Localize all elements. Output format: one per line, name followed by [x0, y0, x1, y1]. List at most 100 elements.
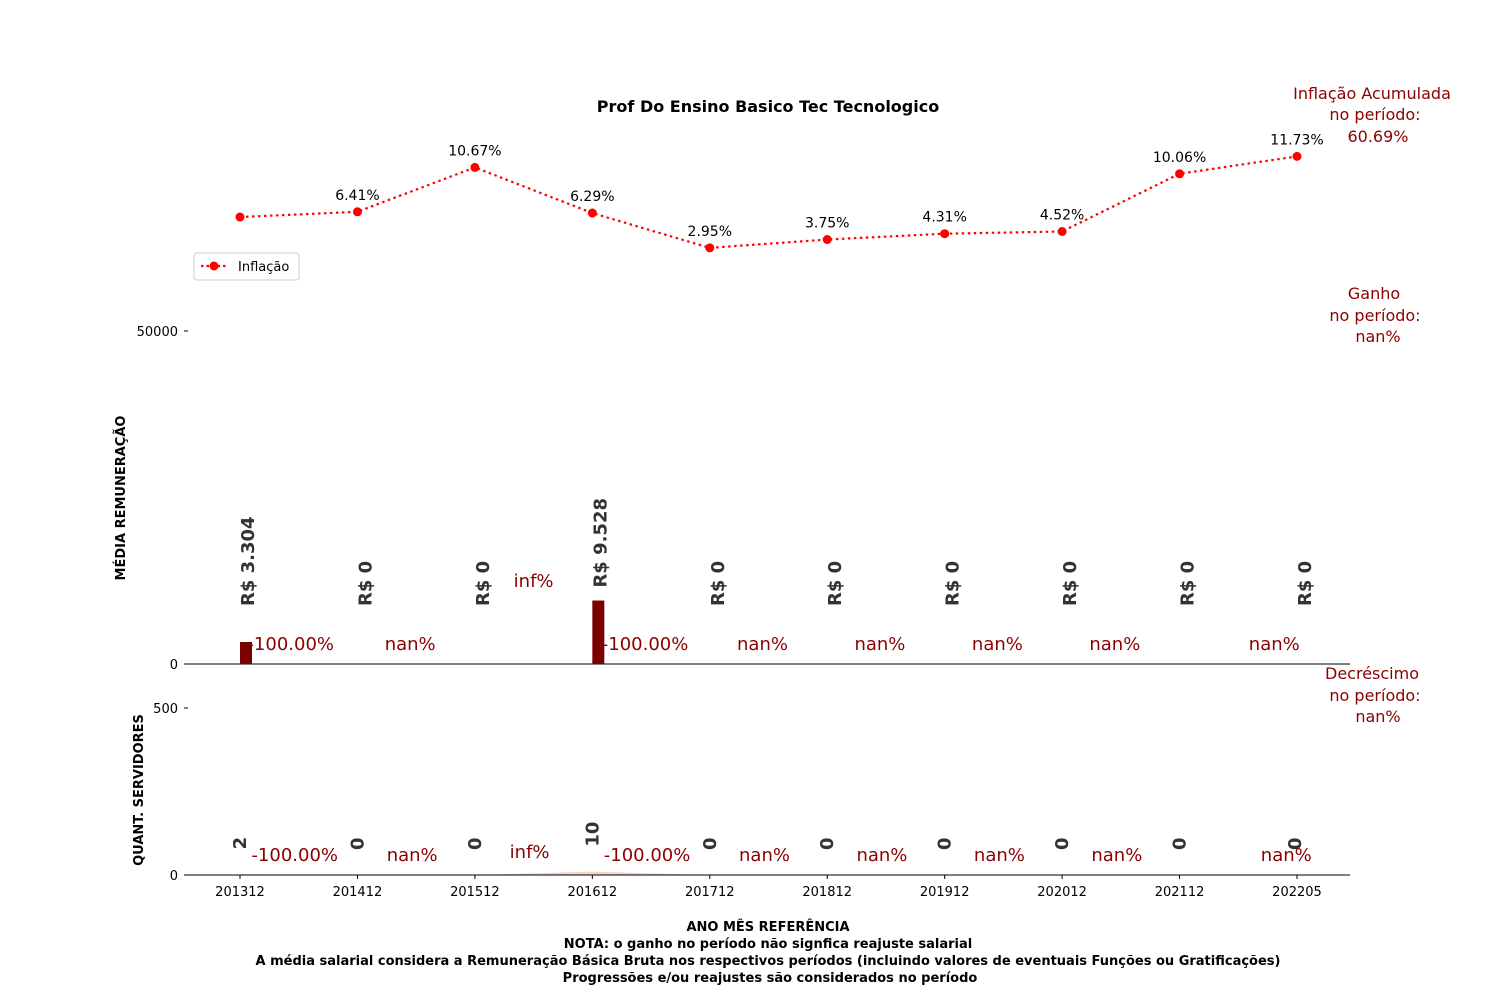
inflation-data-label: 3.75%	[805, 216, 849, 232]
salary-value-label: R$ 0	[943, 561, 964, 606]
inflation-point	[1057, 227, 1067, 237]
salary-value-label: R$ 0	[473, 561, 494, 606]
salary-pct-change-label: nan%	[1089, 634, 1140, 655]
salary-bar	[592, 600, 605, 664]
salary-pct-change-label: -100.00%	[602, 634, 689, 655]
summary-inflation: Inflação Acumulada no período: 60.69%	[1293, 84, 1451, 146]
salary-pct-change-label: nan%	[854, 634, 905, 655]
x-tick-label: 201912	[920, 885, 970, 900]
staff-pct-change-label: nan%	[1091, 845, 1142, 866]
x-tick-label: 201412	[333, 885, 383, 900]
x-tick-label: 201612	[568, 885, 618, 900]
salary-value-label: R$ 0	[1060, 561, 1081, 606]
staff-value-label: 0	[347, 837, 368, 850]
staff-area-chart: 0 500 2 0 0 10 0 0 0 0 0 0 -100.00% nan% inf% -100.00% n…	[153, 702, 1312, 884]
x-axis-label: ANO MÊS REFERÊNCIA	[686, 919, 849, 935]
legend-frame	[193, 252, 300, 281]
inflation-point	[470, 162, 480, 172]
salary-pct-change-label: nan%	[737, 634, 788, 655]
summary-inflation-line-2: no período:	[1329, 105, 1420, 124]
salary-pct-change-label: inf%	[514, 571, 554, 592]
staff-value-label: 0	[465, 837, 486, 850]
salary-y-tick-label: 50000	[137, 325, 178, 340]
inflation-data-label: 10.06%	[1153, 150, 1206, 166]
inflation-point	[1175, 169, 1185, 179]
staff-pct-change-label: nan%	[1261, 845, 1312, 866]
inflation-data-label: 11.73%	[1270, 132, 1323, 148]
note-line-3: Progressões e/ou reajustes são considera…	[563, 971, 978, 986]
inflation-legend: Inflação	[193, 252, 300, 281]
summary-decrease-line-3: nan%	[1355, 707, 1400, 726]
x-tick-label: 201312	[215, 885, 265, 900]
staff-area	[240, 871, 1297, 875]
note-line-1: NOTA: o ganho no período não signfica re…	[564, 937, 972, 952]
staff-pct-change-label: nan%	[387, 845, 438, 866]
salary-value-label: R$ 0	[1295, 561, 1316, 606]
inflation-data-label: 10.67%	[448, 143, 501, 159]
inflation-point	[705, 243, 715, 253]
salary-pct-change-label: nan%	[1249, 634, 1300, 655]
inflation-point	[587, 208, 597, 218]
salary-pct-change-label: nan%	[972, 634, 1023, 655]
salary-value-label: R$ 0	[825, 561, 846, 606]
legend-label: Inflação	[238, 260, 289, 275]
x-tick-label: 201812	[802, 885, 852, 900]
salary-bar-chart: 0 50000 R$ 3.304 R$ 0 R$ 0 R$ 9.528 R$ 0 R$ 0 R$…	[137, 325, 1350, 673]
staff-value-label: 2	[230, 837, 251, 850]
staff-pct-change-label: nan%	[739, 845, 790, 866]
note-line-2: A média salarial considera a Remuneração…	[256, 954, 1281, 969]
staff-value-label: 0	[1170, 837, 1191, 850]
staff-value-label: 0	[700, 837, 721, 850]
inflation-data-label: 4.52%	[1040, 208, 1084, 224]
x-tick-label: 202205	[1272, 885, 1322, 900]
staff-pct-change-label: -100.00%	[251, 845, 338, 866]
x-tick-label: 201512	[450, 885, 500, 900]
summary-inflation-line-3: 60.69%	[1347, 127, 1408, 146]
staff-value-label: 0	[1052, 837, 1073, 850]
inflation-data-label: 4.31%	[922, 210, 966, 226]
summary-inflation-line-1: Inflação Acumulada	[1293, 84, 1451, 103]
inflation-series-line	[239, 155, 1298, 249]
salary-value-label: R$ 9.528	[590, 498, 611, 588]
salary-value-label: R$ 0	[708, 561, 729, 606]
staff-value-label: 0	[817, 837, 838, 850]
inflation-data-label: 6.41%	[335, 188, 379, 204]
inflation-line-chart: 6.41% 10.67% 6.29% 2.95% 3.75% 4.31% 4.52% 10.0…	[235, 132, 1324, 253]
salary-y-tick-label: 0	[170, 658, 178, 673]
x-tick-label: 202112	[1155, 885, 1205, 900]
chart-title: Prof Do Ensino Basico Tec Tecnologico	[597, 97, 939, 116]
salary-value-label: R$ 0	[355, 561, 376, 606]
salary-pct-change-label: -100.00%	[247, 634, 334, 655]
inflation-point	[940, 229, 950, 239]
staff-pct-change-label: nan%	[856, 845, 907, 866]
x-tick-label: 201712	[685, 885, 735, 900]
x-axis: 201312 201412 201512 201612 201712 201812 2019…	[184, 874, 1350, 900]
salary-pct-change-label: nan%	[385, 634, 436, 655]
staff-y-axis-label: QUANT. SERVIDORES	[132, 714, 147, 866]
staff-y-tick-label: 0	[170, 869, 178, 884]
inflation-data-label: 6.29%	[570, 189, 614, 205]
inflation-point	[352, 207, 362, 217]
salary-bar	[240, 641, 252, 664]
x-tick-label: 202012	[1037, 885, 1087, 900]
summary-decrease-line-2: no período:	[1329, 686, 1420, 705]
summary-gain-line-2: no período:	[1329, 306, 1420, 325]
staff-value-label: 10	[582, 822, 603, 847]
summary-gain-line-3: nan%	[1355, 327, 1400, 346]
staff-pct-change-label: inf%	[510, 842, 550, 863]
salary-y-axis-label: MÉDIA REMUNERAÇÃO	[113, 416, 129, 581]
inflation-data-label: 2.95%	[688, 224, 732, 240]
summary-gain-line-1: Ganho	[1348, 284, 1400, 303]
summary-decrease: Decréscimo no período: nan%	[1325, 664, 1421, 726]
staff-pct-change-label: -100.00%	[604, 845, 691, 866]
salary-value-label: R$ 0	[1178, 561, 1199, 606]
summary-gain: Ganho no período: nan%	[1329, 284, 1420, 346]
inflation-point	[822, 235, 832, 245]
summary-decrease-line-1: Decréscimo	[1325, 664, 1419, 683]
staff-value-label: 0	[935, 837, 956, 850]
staff-y-tick-label: 500	[153, 702, 178, 717]
inflation-point	[235, 212, 245, 222]
staff-pct-change-label: nan%	[974, 845, 1025, 866]
staff-value-label: 0	[1285, 837, 1306, 850]
